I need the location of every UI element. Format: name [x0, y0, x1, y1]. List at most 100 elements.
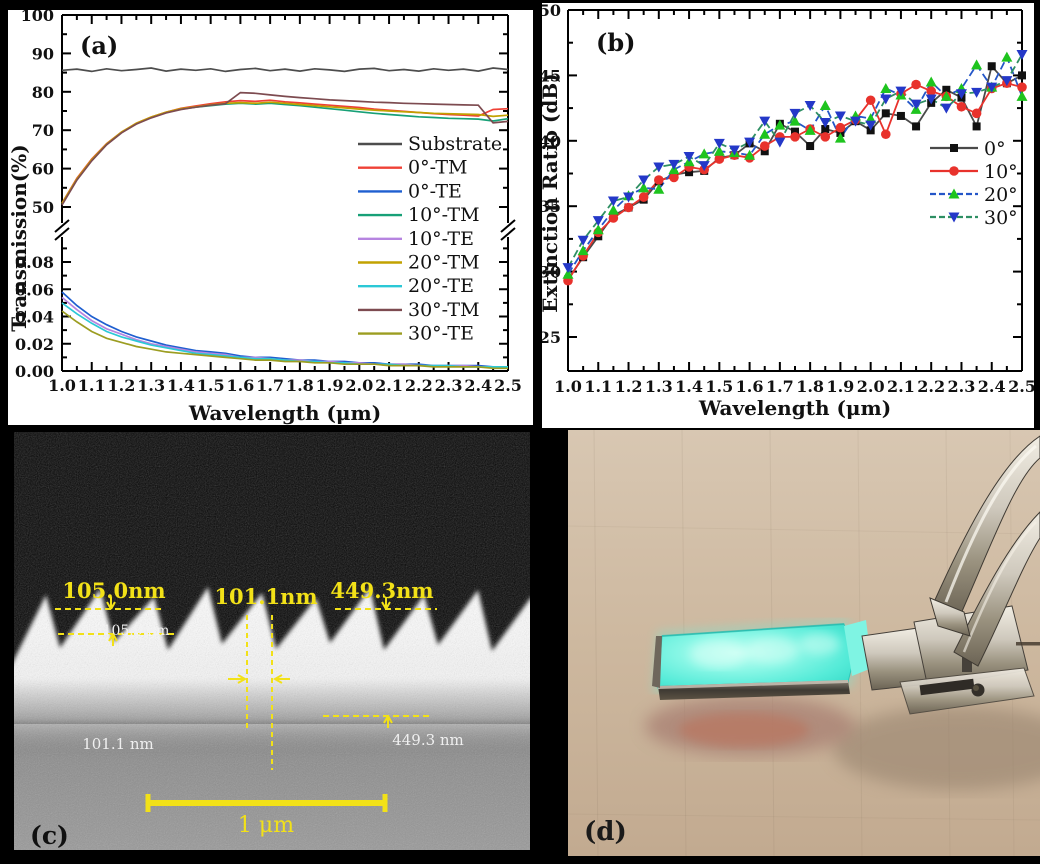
y-tick-label: 30: [542, 263, 561, 282]
series-line-Substrate: [61, 67, 509, 73]
marker-triangle-up: [713, 145, 725, 156]
legend-label: 20°: [984, 184, 1018, 206]
y-tick-label: 60: [32, 160, 54, 179]
x-tick-label: 1.2: [108, 376, 136, 395]
panel-b-extinction-chart: 1.0 1.1 1.2 1.3 1.4 1.5 1.6 1.7 1.8 1.9 2.0 2.1 2.2 2…: [542, 3, 1034, 428]
measurement-101nm-label: 101.1nm: [214, 584, 317, 609]
sample-top-edge: [661, 623, 845, 637]
x-tick-label: 1.9: [826, 377, 854, 396]
x-tick-label: 2.0: [857, 377, 885, 396]
marker-square: [1018, 71, 1026, 80]
marker-triangle-up: [834, 132, 846, 143]
x-tick-label: 1.3: [137, 376, 165, 395]
marker-triangle-down: [880, 94, 892, 105]
marker-triangle-up: [925, 76, 937, 87]
y-tick-label: 0.08: [15, 253, 54, 272]
marker-triangle-up: [607, 204, 619, 215]
marker-triangle-down: [562, 263, 574, 274]
marker-triangle-up: [744, 149, 756, 160]
tweezer-rivet-highlight: [973, 685, 979, 691]
marker-triangle-up: [759, 128, 771, 139]
panel-b-y-axis-title: Extinction Ratio (dB): [542, 73, 562, 312]
x-tick-label: 1.0: [554, 377, 582, 396]
tweezer-lower-paddle: [899, 667, 1035, 715]
legend-label: 0°-TM: [408, 157, 467, 179]
legend-label: 30°: [984, 207, 1018, 229]
x-tick-label: 1.7: [256, 376, 284, 395]
arm-highlight-upper: [944, 444, 1037, 603]
x-tick-label: 1.4: [675, 377, 703, 396]
panel-d-device-photo: (d): [568, 430, 1040, 856]
x-tick-label: 2.5: [1008, 377, 1034, 396]
x-tick-label: 2.2: [917, 377, 945, 396]
panel-b-x-axis-title: Wavelength (μm): [698, 396, 891, 420]
marker-circle: [835, 122, 846, 133]
marker-triangle-up: [789, 115, 801, 126]
marker-square: [821, 125, 830, 134]
marker-triangle-up: [1016, 90, 1028, 101]
marker-triangle-up: [577, 245, 589, 256]
chart-shape: [500, 219, 516, 233]
x-tick-label: 1.2: [615, 377, 643, 396]
marker-square: [972, 122, 981, 131]
marker-triangle-up: [865, 113, 877, 124]
y-tick-label: 25: [542, 328, 561, 347]
y-tick-label: 50: [32, 198, 54, 217]
marker-triangle-down: [925, 94, 937, 105]
marker-square: [791, 127, 799, 136]
sem-noise-texture: [14, 432, 530, 850]
panel-d-label: (d): [584, 817, 627, 847]
x-tick-label: 1.5: [197, 376, 225, 395]
series-line-30°: [567, 54, 1023, 269]
legend-label: 0°: [984, 138, 1006, 160]
y-tick-label: 35: [542, 197, 561, 216]
sample-shadow-red-tint: [679, 713, 809, 747]
extinction-ratio-chart: 1.0 1.1 1.2 1.3 1.4 1.5 1.6 1.7 1.8 1.9 2.0 2.1 2.2 2…: [542, 3, 1034, 420]
chart-shape: [500, 227, 516, 241]
marker-triangle-up: [562, 268, 574, 279]
marker-triangle-up: [940, 90, 952, 101]
x-tick-label: 2.5: [494, 376, 522, 395]
marker-triangle-up: [948, 188, 960, 199]
marker-circle: [623, 202, 634, 213]
marker-triangle-up: [819, 99, 831, 110]
y-tick-label: 90: [32, 44, 54, 63]
marker-triangle-down: [895, 86, 907, 97]
x-tick-label: 2.1: [887, 377, 915, 396]
x-tick-label: 2.4: [464, 376, 492, 395]
marker-circle: [608, 213, 619, 223]
y-tick-label: 100: [21, 10, 54, 25]
x-tick-label: 1.5: [705, 377, 733, 396]
arm-highlight-lower: [962, 521, 1037, 653]
device-photo: (d): [568, 430, 1040, 856]
x-tick-label: 1.4: [167, 376, 195, 395]
panel-a-x-axis-title: Wavelength (μm): [188, 401, 381, 425]
marker-triangle-down: [698, 161, 710, 172]
marker-circle: [865, 95, 876, 106]
marker-triangle-down: [865, 120, 877, 131]
arm-clamp-joint: [929, 597, 971, 637]
chart-shape: [54, 227, 70, 241]
x-tick-label: 2.4: [978, 377, 1006, 396]
marker-circle: [971, 108, 982, 119]
marker-triangle-up: [653, 183, 665, 194]
x-tick-label: 1.0: [48, 376, 76, 395]
sem-image: 105.0nm 101.1nm 449.3nm 105.0 nm 101.1 n…: [14, 432, 530, 850]
chart-shape: [54, 219, 70, 233]
series-line-30°-TE: [61, 310, 508, 370]
paddle-slot: [919, 678, 975, 696]
marker-circle: [1017, 82, 1027, 92]
marker-triangle-down: [744, 137, 756, 148]
marker-circle: [654, 175, 664, 185]
x-tick-label: 2.3: [435, 376, 463, 395]
marker-triangle-up: [804, 124, 816, 135]
tweezer-shadow: [833, 706, 1040, 790]
marker-triangle-down: [607, 196, 619, 207]
y-tick-label: 45: [542, 66, 561, 85]
transmission-chart: 1.0 1.1 1.2 1.3 1.4 1.5 1.6 1.7 1.8 1.9 2.0 2.1 2.2 2…: [8, 10, 522, 425]
marker-square: [912, 122, 921, 131]
marker-square: [950, 144, 958, 152]
y-tick-label: 0.00: [15, 362, 54, 381]
y-tick-label: 0.02: [15, 335, 54, 354]
paper-mark: [1016, 642, 1040, 646]
